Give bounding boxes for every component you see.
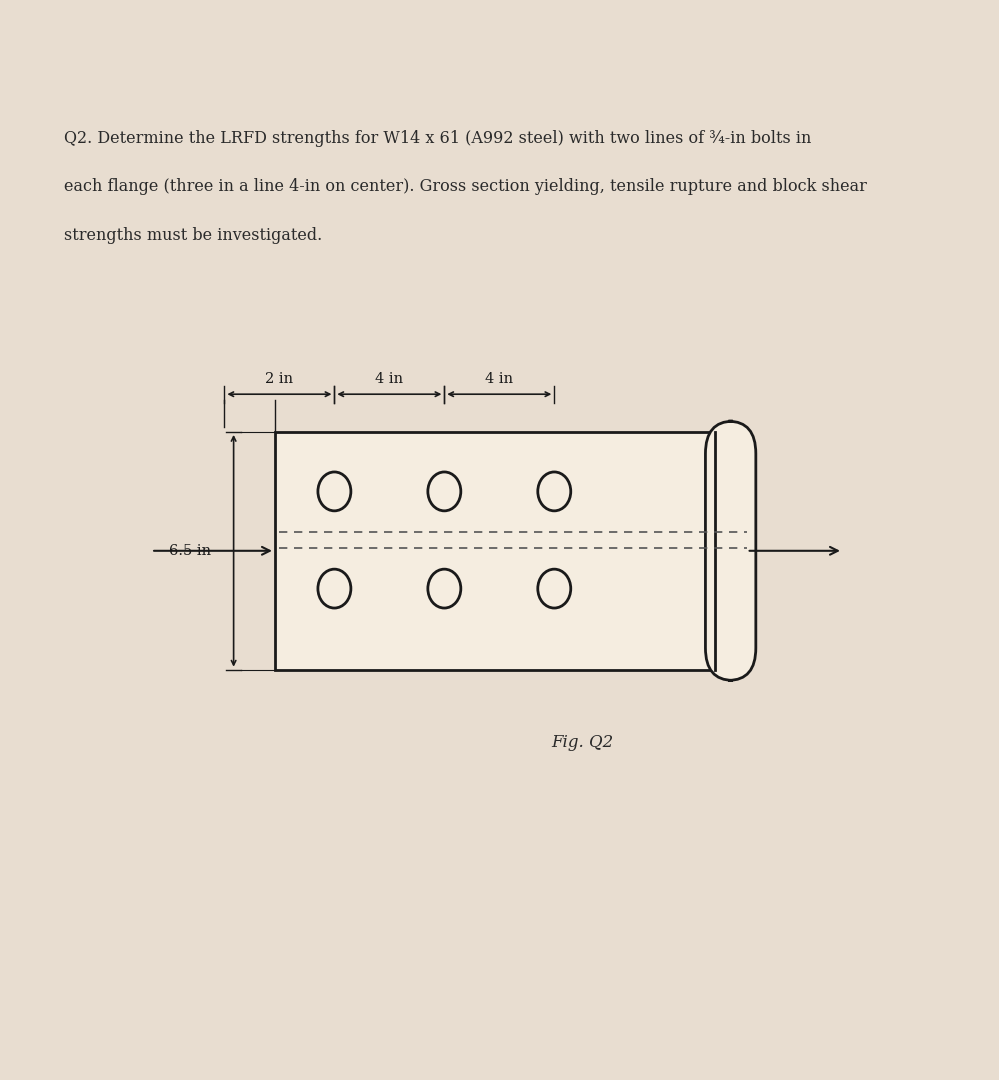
Text: Fig. Q2: Fig. Q2 [551,734,613,752]
Bar [275,432,714,670]
Text: each flange (three in a line 4-in on center). Gross section yielding, tensile ru: each flange (three in a line 4-in on cen… [64,178,867,195]
Text: 2 in: 2 in [266,372,294,386]
Text: 4 in: 4 in [486,372,513,386]
FancyBboxPatch shape [705,421,756,680]
Circle shape [537,569,570,608]
Bar [714,432,730,670]
Text: 4 in: 4 in [376,372,404,386]
Circle shape [318,569,351,608]
Text: 6.5 in: 6.5 in [169,544,211,557]
Text: strengths must be investigated.: strengths must be investigated. [64,227,323,244]
Circle shape [428,472,461,511]
Circle shape [537,472,570,511]
Circle shape [428,569,461,608]
Text: Q2. Determine the LRFD strengths for W14 x 61 (A992 steel) with two lines of ¾-i: Q2. Determine the LRFD strengths for W14… [64,130,811,147]
Circle shape [318,472,351,511]
